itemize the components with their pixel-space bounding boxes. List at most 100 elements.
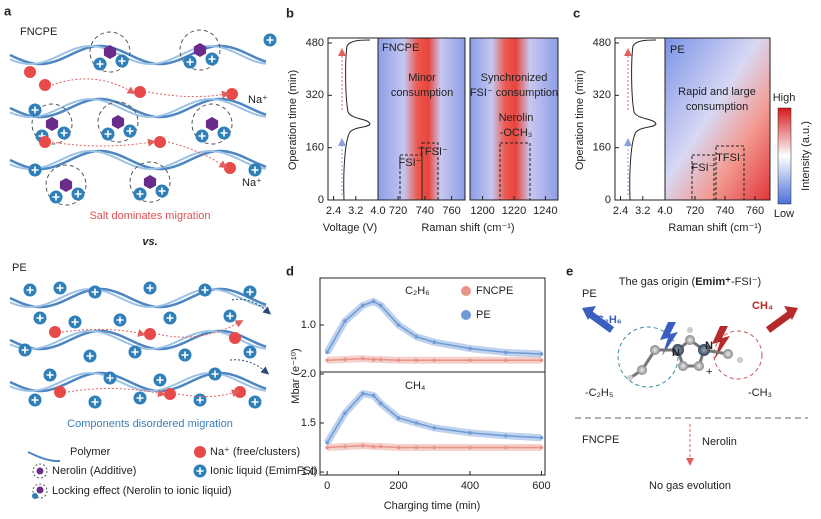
- y-tick-label: 1.5: [301, 417, 316, 429]
- plus: [146, 284, 154, 292]
- series-line: [326, 300, 542, 355]
- plus: [196, 396, 204, 404]
- point: [414, 334, 419, 339]
- region-box: [499, 142, 531, 201]
- polymer: [9, 97, 267, 119]
- annotation: CH₄: [405, 380, 426, 392]
- sodium: [39, 136, 51, 148]
- sodium: [154, 136, 166, 148]
- plus: [251, 398, 259, 406]
- legend-nerolin: [36, 467, 44, 475]
- note: -OCH₃: [500, 127, 533, 139]
- plus: [36, 314, 44, 322]
- x-tick-label: 760: [442, 205, 460, 217]
- plus: [201, 286, 209, 294]
- legend-ring: [32, 483, 48, 499]
- point: [539, 435, 544, 440]
- point: [325, 440, 329, 445]
- x-tick-label: 200: [389, 480, 407, 492]
- atom-label: N: [705, 340, 713, 352]
- sodium: [39, 79, 51, 91]
- tag: FNCPE: [582, 434, 619, 446]
- y-tick-label: 1.0: [301, 319, 316, 331]
- nerolin: [193, 43, 207, 57]
- annotation: C₂H₆: [405, 285, 430, 297]
- colorbar: [777, 107, 792, 205]
- axis-box: [614, 37, 666, 201]
- point: [371, 393, 376, 398]
- arrow: [765, 311, 793, 333]
- plus: [74, 190, 82, 198]
- point: [503, 358, 508, 363]
- y-tick-label: 160: [306, 142, 324, 154]
- point: [503, 350, 508, 355]
- x-tick-label: 740: [416, 205, 434, 217]
- locking-ring: [31, 103, 73, 145]
- panel-b: b Operation time (min) FNCPE Minor consu…: [286, 5, 559, 234]
- plus: [116, 316, 124, 324]
- x-tick-label: 600: [532, 480, 550, 492]
- plus: [60, 129, 68, 137]
- point: [468, 358, 472, 363]
- panel-label: c: [573, 5, 580, 20]
- legend-text: Locking effect (Nerolin to ionic liquid): [52, 485, 232, 497]
- plus: [181, 351, 189, 359]
- panel-e: e The gas origin (Emim⁺-FSI⁻) PE C₂H₆ CH…: [566, 263, 808, 492]
- plus: [91, 398, 99, 406]
- sodium: [234, 386, 246, 398]
- point: [371, 444, 376, 449]
- point: [343, 411, 347, 416]
- point: [378, 303, 383, 308]
- x-label: Charging time (min): [384, 500, 481, 512]
- y-tick-label: 2.0: [301, 368, 316, 380]
- sodium: [134, 86, 146, 98]
- point: [414, 421, 419, 425]
- migration-path: [67, 387, 166, 398]
- point: [343, 319, 347, 323]
- plus: [21, 346, 29, 354]
- region-box: [715, 145, 745, 201]
- plus: [266, 36, 274, 44]
- point: [503, 445, 508, 450]
- plus: [52, 193, 60, 201]
- point: [432, 340, 437, 345]
- note: TFSI⁻: [716, 152, 746, 164]
- plus: [166, 314, 174, 322]
- panel-d: d Mbar (e⁻¹⁰) Charging time (min) C₂H₆ C…: [286, 263, 546, 512]
- y-tick-label: 320: [306, 89, 324, 101]
- arrow: [587, 311, 615, 333]
- point: [539, 358, 544, 363]
- note: FSI⁻ consumption: [470, 87, 558, 99]
- colorbar-title: Intensity (a.u.): [800, 121, 812, 191]
- y-tick-label: 1.0: [301, 466, 316, 478]
- migration-path: [167, 141, 228, 169]
- x-tick-label: 3.2: [348, 205, 363, 217]
- point: [396, 323, 401, 327]
- migration-path: [229, 359, 270, 375]
- panel-label: e: [566, 263, 573, 278]
- panel-title: PE: [12, 262, 27, 274]
- title-part: -FSI⁻): [731, 276, 761, 288]
- plus: [131, 348, 139, 356]
- sodium: [164, 388, 176, 400]
- x-tick-label: 4.0: [657, 205, 672, 217]
- note: Nerolin: [499, 112, 534, 124]
- legend-swatch: [461, 310, 471, 320]
- title-part: Emim⁺: [695, 276, 731, 288]
- note: Minor: [408, 72, 436, 84]
- plus: [118, 57, 126, 65]
- plus: [196, 467, 204, 475]
- heatmap: [470, 38, 558, 200]
- legend-polymer: [27, 451, 60, 462]
- tag: PE: [582, 288, 597, 300]
- sodium: [144, 328, 156, 340]
- x-tick-label: 740: [716, 205, 734, 217]
- x-label: Raman shift (cm⁻¹): [421, 222, 514, 234]
- note: FSI⁻: [399, 157, 422, 169]
- x-tick-label: 400: [461, 480, 479, 492]
- caption: Components disordered migration: [67, 418, 233, 430]
- polymer: [9, 287, 267, 309]
- bond-break: [712, 326, 730, 360]
- locking-ring: [191, 103, 233, 145]
